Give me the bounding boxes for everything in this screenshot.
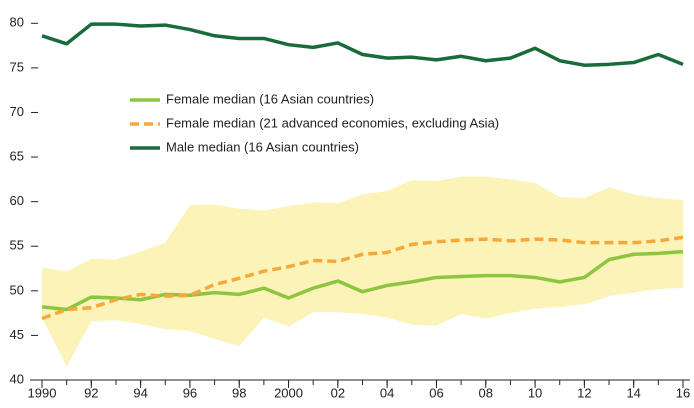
series-line — [41, 235, 684, 321]
x-tick-label: 06 — [429, 385, 443, 400]
x-tick-label: 94 — [133, 385, 147, 400]
x-tick-label: 1990 — [28, 385, 57, 400]
x-tick-label: 08 — [479, 385, 493, 400]
y-tick-label: 45 — [10, 327, 24, 342]
x-tick-label: 14 — [626, 385, 640, 400]
x-tick-label: 92 — [84, 385, 98, 400]
legend-label: Female median (16 Asian countries) — [166, 91, 374, 106]
legend-label: Female median (21 advanced economies, ex… — [166, 115, 499, 130]
legend-label: Male median (16 Asian countries) — [166, 139, 359, 154]
x-tick-label: 98 — [232, 385, 246, 400]
x-tick-label: 04 — [380, 385, 394, 400]
y-tick-label: 80 — [10, 15, 24, 30]
y-tick-label: 40 — [10, 371, 24, 386]
series-line — [41, 22, 684, 67]
y-tick-label: 50 — [10, 282, 24, 297]
range-band — [42, 176, 683, 367]
x-tick-label: 12 — [577, 385, 591, 400]
x-tick-label: 2000 — [274, 385, 303, 400]
y-tick-label: 75 — [10, 59, 24, 74]
x-tick-label: 02 — [331, 385, 345, 400]
y-tick-label: 55 — [10, 238, 24, 253]
x-tick-label: 16 — [676, 385, 690, 400]
series-line — [41, 249, 684, 312]
x-tick-label: 96 — [183, 385, 197, 400]
y-tick-label: 60 — [10, 193, 24, 208]
x-tick-label: 10 — [528, 385, 542, 400]
y-tick-label: 65 — [10, 148, 24, 163]
y-tick-label: 70 — [10, 104, 24, 119]
